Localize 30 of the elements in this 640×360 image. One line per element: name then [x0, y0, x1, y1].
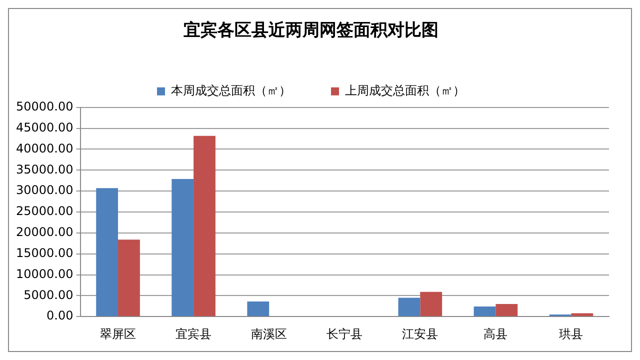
y-tick-label: 15000.00	[16, 246, 74, 260]
bar	[96, 188, 118, 316]
bar	[118, 240, 140, 316]
legend-label: 本周成交总面积（㎡）	[171, 84, 291, 98]
y-tick-label: 0.00	[46, 308, 74, 323]
y-tick-label: 30000.00	[16, 183, 74, 198]
x-tick-label: 南溪区	[251, 326, 288, 341]
y-tick-label: 50000.00	[16, 100, 74, 114]
y-tick-label: 25000.00	[16, 204, 74, 218]
x-tick-label: 翠屏区	[100, 326, 136, 341]
bar	[172, 178, 194, 316]
bar	[398, 298, 420, 316]
legend-label: 上周成交总面积（㎡）	[345, 84, 465, 98]
chart-title: 宜宾各区县近两周网签面积对比图	[184, 20, 438, 41]
bar	[496, 304, 518, 316]
y-tick-label: 10000.00	[16, 266, 74, 281]
x-tick-label: 长宁县	[326, 326, 363, 341]
bar	[194, 136, 216, 316]
x-tick-label: 高县	[484, 326, 508, 341]
x-tick-label: 江安县	[402, 326, 438, 341]
bar	[247, 302, 270, 316]
y-tick-label: 35000.00	[16, 162, 74, 176]
y-tick-label: 5000.00	[24, 288, 74, 302]
x-tick-label: 珙县	[559, 326, 584, 341]
y-tick-label: 40000.00	[16, 141, 74, 156]
y-tick-label: 45000.00	[16, 120, 74, 134]
bar	[420, 292, 442, 316]
y-tick-label: 20000.00	[16, 225, 74, 240]
x-tick-label: 宜宾县	[176, 326, 212, 341]
bar	[474, 306, 496, 316]
